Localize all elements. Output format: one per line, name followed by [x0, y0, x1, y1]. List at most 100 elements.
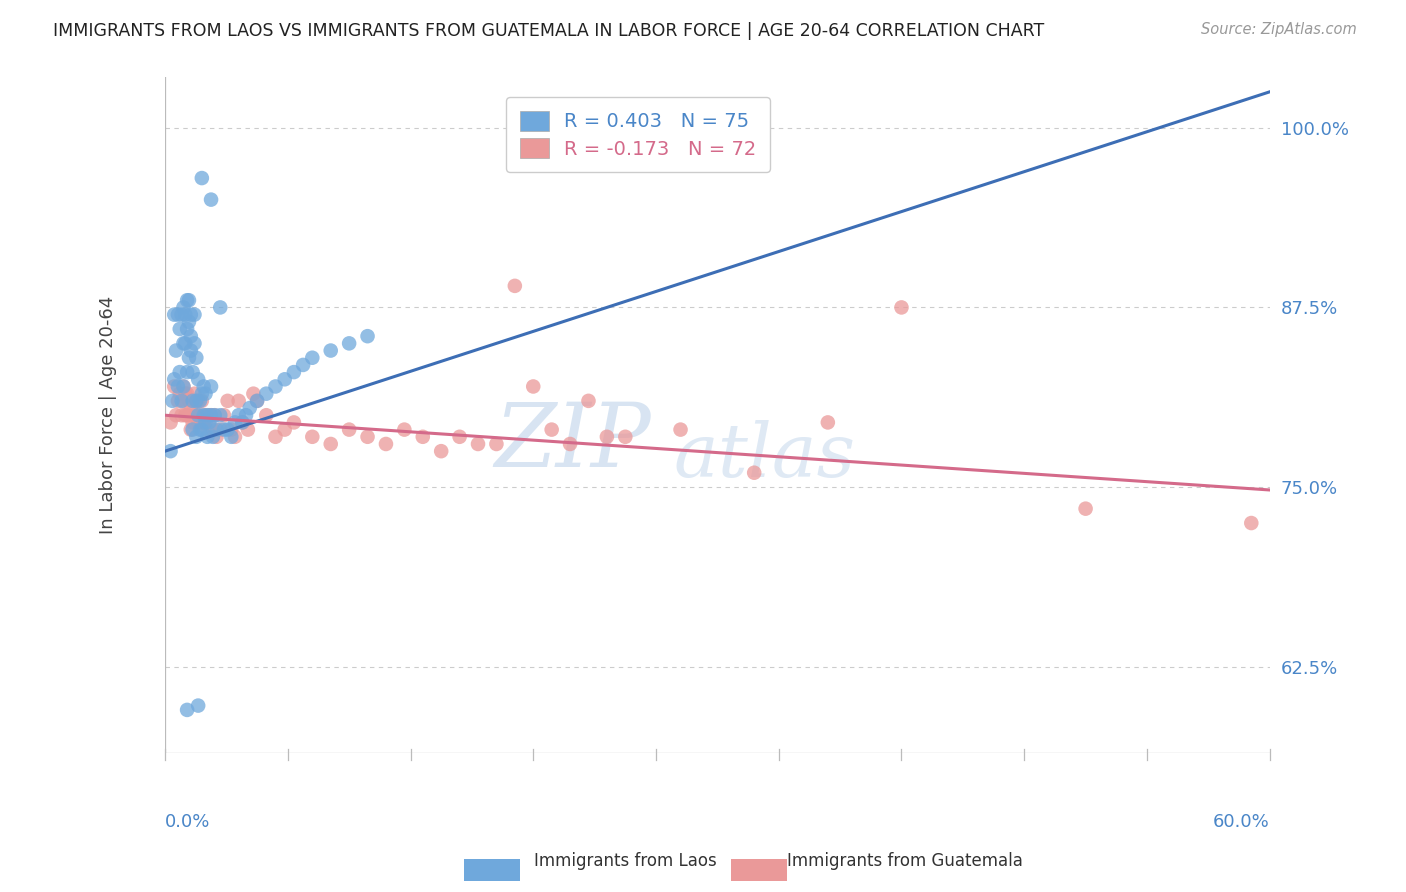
Point: [172, 393, 194, 408]
Point: [264, 379, 287, 393]
Point: [283, 365, 305, 379]
Point: [558, 437, 581, 451]
Point: [172, 336, 194, 351]
Point: [186, 430, 208, 444]
Point: [283, 416, 305, 430]
Point: [183, 386, 205, 401]
Text: Immigrants from Guatemala: Immigrants from Guatemala: [787, 852, 1024, 870]
Point: [228, 409, 250, 423]
Point: [187, 393, 209, 408]
Point: [180, 308, 202, 322]
Point: [187, 372, 209, 386]
Point: [176, 703, 198, 717]
Point: [187, 698, 209, 713]
Point: [201, 423, 224, 437]
Point: [191, 171, 214, 186]
Point: [254, 386, 277, 401]
Text: 60.0%: 60.0%: [1213, 814, 1270, 831]
Point: [191, 393, 214, 408]
Point: [449, 430, 471, 444]
Point: [200, 409, 222, 423]
Point: [181, 365, 204, 379]
Point: [163, 372, 186, 386]
Point: [167, 393, 190, 408]
Text: ZIP: ZIP: [495, 399, 651, 485]
Point: [742, 466, 765, 480]
Point: [231, 416, 253, 430]
Point: [198, 416, 221, 430]
Point: [337, 336, 360, 351]
Point: [177, 409, 200, 423]
Point: [231, 416, 253, 430]
Point: [169, 365, 191, 379]
Point: [200, 379, 222, 393]
Point: [181, 393, 204, 408]
Point: [596, 430, 619, 444]
Point: [191, 423, 214, 437]
Point: [467, 437, 489, 451]
Point: [890, 301, 912, 315]
Point: [180, 329, 202, 343]
Point: [217, 423, 239, 437]
Point: [180, 343, 202, 358]
Point: [176, 322, 198, 336]
Point: [195, 423, 218, 437]
Point: [177, 315, 200, 329]
Point: [165, 343, 187, 358]
Point: [224, 416, 246, 430]
Point: [319, 437, 342, 451]
Point: [204, 409, 226, 423]
Legend: R = 0.403   N = 75, R = -0.173   N = 72: R = 0.403 N = 75, R = -0.173 N = 72: [506, 97, 770, 172]
Point: [201, 430, 224, 444]
Point: [170, 393, 193, 408]
Point: [186, 393, 208, 408]
Point: [246, 393, 269, 408]
Point: [181, 393, 204, 408]
Point: [254, 409, 277, 423]
Point: [195, 409, 218, 423]
Point: [205, 423, 228, 437]
Point: [177, 351, 200, 365]
Point: [319, 343, 342, 358]
Point: [217, 393, 239, 408]
Point: [212, 423, 235, 437]
Point: [174, 386, 197, 401]
Point: [209, 423, 232, 437]
Point: [187, 416, 209, 430]
Point: [578, 393, 600, 408]
Point: [183, 308, 205, 322]
Point: [159, 444, 181, 458]
Point: [236, 423, 259, 437]
Point: [221, 430, 243, 444]
Point: [246, 393, 269, 408]
Point: [356, 329, 378, 343]
Point: [177, 393, 200, 408]
Point: [228, 393, 250, 408]
Text: Immigrants from Laos: Immigrants from Laos: [534, 852, 717, 870]
Point: [356, 430, 378, 444]
Point: [159, 416, 181, 430]
Point: [180, 423, 202, 437]
Point: [503, 278, 526, 293]
Point: [167, 308, 190, 322]
Point: [169, 386, 191, 401]
Point: [194, 386, 217, 401]
Point: [485, 437, 508, 451]
Point: [188, 409, 211, 423]
Point: [301, 430, 323, 444]
Point: [292, 358, 315, 372]
Point: [817, 416, 839, 430]
Point: [188, 423, 211, 437]
Point: [273, 372, 295, 386]
Point: [198, 409, 221, 423]
Point: [239, 401, 262, 415]
Point: [194, 416, 217, 430]
Point: [186, 393, 208, 408]
Point: [191, 416, 214, 430]
Point: [193, 379, 215, 393]
Point: [614, 430, 637, 444]
Point: [181, 423, 204, 437]
Text: In Labor Force | Age 20-64: In Labor Force | Age 20-64: [98, 296, 117, 534]
Point: [669, 423, 692, 437]
Point: [176, 409, 198, 423]
